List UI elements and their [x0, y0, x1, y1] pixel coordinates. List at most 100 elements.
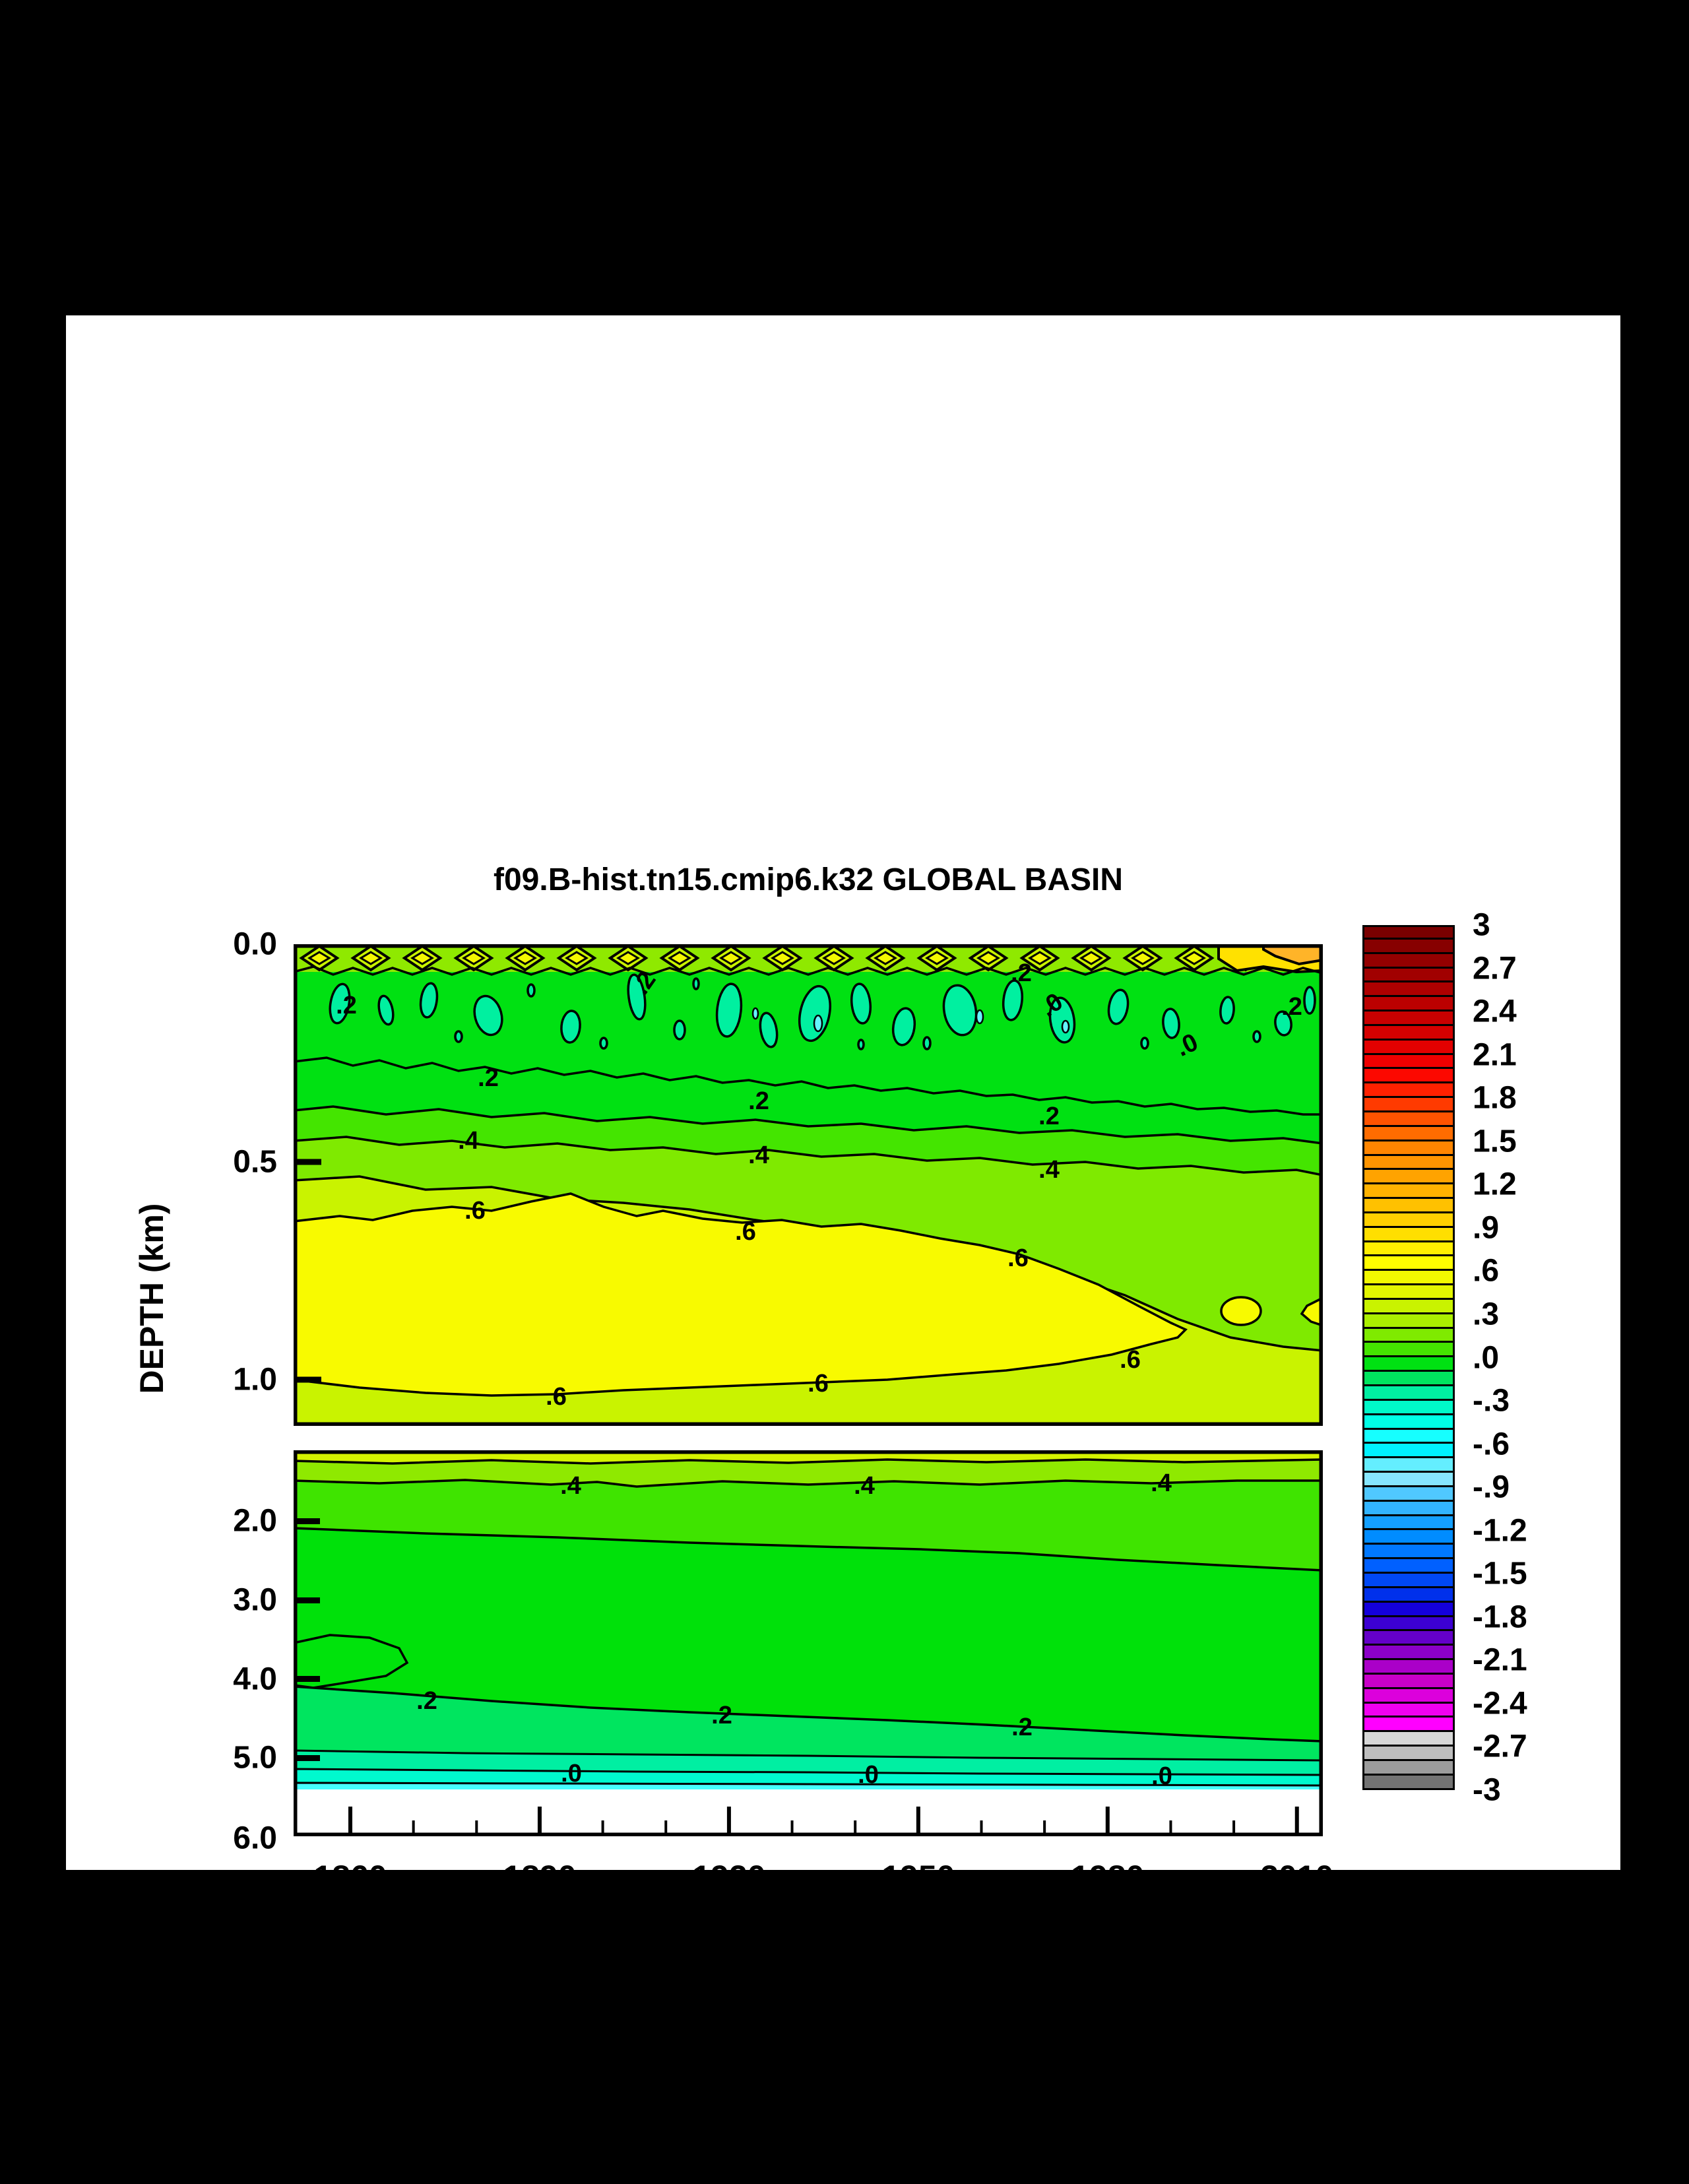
contour-label: .0 — [1151, 1762, 1172, 1790]
colorbar-segment — [1362, 1573, 1455, 1588]
contour-label: .0 — [858, 1761, 879, 1789]
x-axis-title: POTENTIAL TEMPERATURE (°C) (MODEL - OBS) — [442, 1916, 1174, 1951]
contour-label: .6 — [1120, 1346, 1141, 1374]
warm-island — [1220, 1296, 1262, 1326]
colorbar-tick-label: -3 — [1473, 1772, 1501, 1808]
colorbar-segment — [1362, 1271, 1455, 1286]
contour-label: .0 — [561, 1760, 582, 1787]
colorbar-segment — [1362, 1112, 1455, 1127]
x-major-tick — [348, 1807, 352, 1834]
colorbar-tick-label: .3 — [1473, 1297, 1500, 1332]
left-depth-tick-stubs — [294, 1518, 320, 1761]
x-axis-ticks — [348, 1807, 1299, 1834]
colorbar-segment — [1362, 1444, 1455, 1459]
colorbar-segment — [1362, 1501, 1455, 1516]
colorbar-segment — [1362, 1054, 1455, 1070]
contour-label: .2 — [711, 1702, 732, 1729]
x-major-tick — [1294, 1807, 1299, 1834]
year-tick-label: 1890 — [503, 1859, 577, 1896]
colorbar-segment — [1362, 1025, 1455, 1041]
colorbar-segment — [1362, 1328, 1455, 1343]
depth-tick — [294, 1159, 321, 1165]
colorbar-tick-label: -2.7 — [1473, 1729, 1527, 1764]
colorbar-segment — [1362, 1285, 1455, 1300]
plot-title: f09.B-hist.tn15.cmip6.k32 GLOBAL BASIN — [494, 862, 1123, 897]
colorbar-segment — [1362, 1747, 1455, 1761]
colorbar-segment — [1362, 1415, 1455, 1430]
colorbar-segment — [1362, 1688, 1455, 1704]
depth-tick-label: 4.0 — [233, 1661, 277, 1697]
colorbar-segment — [1362, 953, 1455, 969]
colorbar-segment — [1362, 1213, 1455, 1228]
colorbar-segment — [1362, 1487, 1455, 1502]
colorbar-segment — [1362, 1732, 1455, 1747]
colorbar-segment — [1362, 1184, 1455, 1200]
colorbar-segment — [1362, 1545, 1455, 1560]
colorbar-tick-label: 1.5 — [1473, 1124, 1517, 1159]
colorbar-tick-label: -1.8 — [1473, 1599, 1527, 1635]
colorbar-tick-label: 2.4 — [1473, 994, 1517, 1029]
depth-tick-label: 6.0 — [233, 1820, 277, 1856]
year-tick-label: 2010 — [1260, 1859, 1334, 1896]
x-minor-tick — [980, 1820, 983, 1834]
colorbar-segment — [1362, 1660, 1455, 1675]
contour-label: .6 — [735, 1218, 756, 1246]
colorbar-segment — [1362, 1559, 1455, 1574]
colorbar — [1362, 925, 1455, 1790]
depth-tick-label: 2.0 — [233, 1503, 277, 1539]
colorbar-segment — [1362, 939, 1455, 954]
warm-island-edge — [1300, 1297, 1323, 1327]
colorbar-segment — [1362, 1400, 1455, 1415]
colorbar-segment — [1362, 1256, 1455, 1271]
upper-contour-plot: .2.2.2.0.0.2.2.2.2.4.4.4.6.6.6.6.6.6 — [294, 944, 1323, 1426]
x-major-tick — [726, 1807, 731, 1834]
colorbar-tick-label: 3 — [1473, 907, 1490, 943]
colorbar-segment — [1362, 1617, 1455, 1632]
colorbar-segment — [1362, 1674, 1455, 1689]
surface-warm-corner-core — [1262, 944, 1323, 966]
upper-depth-panel: .2.2.2.0.0.2.2.2.2.4.4.4.6.6.6.6.6.6 — [294, 944, 1323, 1426]
colorbar-tick-label: 2.1 — [1473, 1037, 1517, 1073]
colorbar-segment — [1362, 1372, 1455, 1386]
colorbar-segment — [1362, 1516, 1455, 1531]
colorbar-segment — [1362, 1040, 1455, 1055]
depth-tick-label: 0.5 — [233, 1144, 277, 1180]
colorbar-tick-label: -.6 — [1473, 1427, 1510, 1462]
colorbar-tick-label: 1.2 — [1473, 1167, 1517, 1202]
colorbar-tick-label: -2.1 — [1473, 1642, 1527, 1678]
colorbar-segment — [1362, 968, 1455, 983]
contour-label: .2 — [478, 1064, 499, 1092]
colorbar-segment — [1362, 1429, 1455, 1444]
contour-label: .4 — [1151, 1469, 1172, 1497]
contour-label: .2 — [1281, 993, 1302, 1021]
year-tick-label: 1920 — [692, 1859, 766, 1896]
colorbar-segment — [1362, 1530, 1455, 1545]
colorbar-segment — [1362, 1588, 1455, 1603]
colorbar-tick-label: -.9 — [1473, 1469, 1510, 1505]
contour-label: .4 — [560, 1472, 581, 1500]
colorbar-segment — [1362, 1718, 1455, 1733]
contour-label: .6 — [1007, 1244, 1029, 1272]
colorbar-tick-label: -1.5 — [1473, 1556, 1527, 1591]
contour-label: .2 — [748, 1087, 769, 1115]
depth-tick-label: 3.0 — [233, 1582, 277, 1618]
surface-noise-band — [294, 944, 1323, 972]
colorbar-segment — [1362, 982, 1455, 998]
contour-label: .6 — [546, 1383, 567, 1411]
x-minor-tick — [1232, 1820, 1236, 1834]
colorbar-segment — [1362, 1141, 1455, 1156]
colorbar-segment — [1362, 1098, 1455, 1112]
contour-label: .2 — [1038, 1103, 1060, 1130]
x-minor-tick — [854, 1820, 857, 1834]
colorbar-tick-label: -1.2 — [1473, 1513, 1527, 1549]
warm-tongue-0.6 — [294, 1192, 1188, 1397]
x-minor-tick — [790, 1820, 794, 1834]
colorbar-segment — [1362, 1760, 1455, 1776]
colorbar-segment — [1362, 1227, 1455, 1242]
colorbar-tick-label: 2.7 — [1473, 951, 1517, 986]
x-minor-tick — [412, 1820, 415, 1834]
x-minor-tick — [601, 1820, 604, 1834]
colorbar-segment — [1362, 1155, 1455, 1171]
contour-label: .6 — [808, 1370, 829, 1397]
